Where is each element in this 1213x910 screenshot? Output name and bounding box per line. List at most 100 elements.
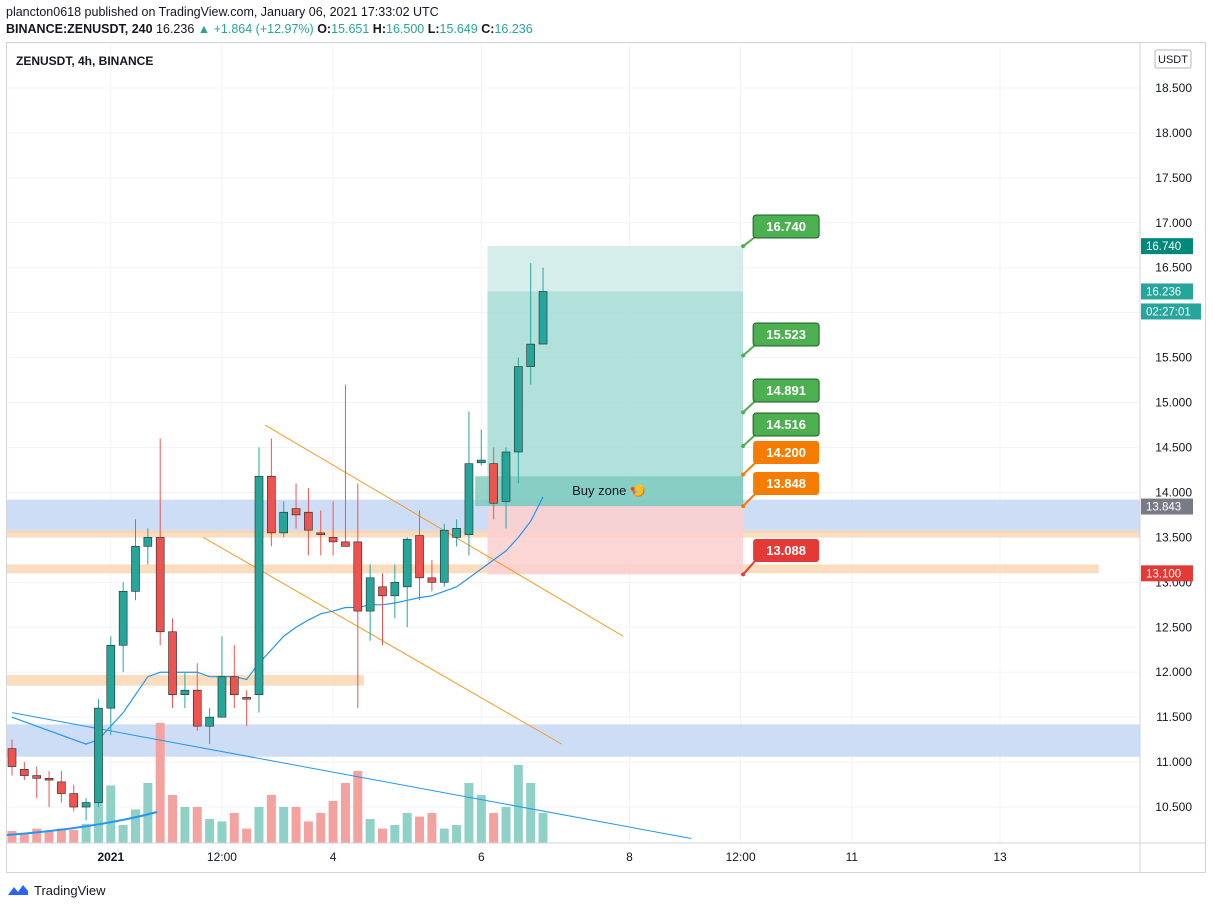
- candle-body: [254, 475, 264, 695]
- sr-zone: [7, 674, 364, 686]
- price-label-target: 14.516: [766, 417, 806, 432]
- buy-zone-box: [475, 476, 744, 507]
- price-badge: [1141, 238, 1193, 255]
- price-chart[interactable]: Buy zone 🍤 16.740 15.523 14.891 14.516 14.20…: [6, 42, 1205, 872]
- symbol-line: BINANCE:ZENUSDT, 240 16.236 ▲ +1.864 (+1…: [6, 21, 533, 38]
- candle-body: [94, 707, 103, 803]
- volume-bar: [291, 807, 301, 843]
- candle-body: [439, 529, 449, 583]
- label-anchor: [741, 244, 746, 249]
- buy-zone-label: Buy zone 🍤: [572, 483, 646, 498]
- x-tick-label: 13: [993, 850, 1007, 864]
- price-badge-text: 16.740: [1146, 241, 1181, 253]
- volume-bar: [229, 813, 239, 843]
- y-tick-label: 11.000: [1156, 755, 1192, 769]
- y-tick-label: 10.500: [1155, 800, 1192, 814]
- y-tick-label: 18.000: [1155, 126, 1192, 140]
- candle-body: [304, 511, 313, 531]
- candle-body: [514, 366, 523, 453]
- currency-badge[interactable]: USDT: [1158, 54, 1188, 66]
- price-label-target: 15.523: [766, 327, 806, 342]
- volume-bar: [489, 813, 499, 843]
- volume-bar: [217, 821, 227, 843]
- candle-body: [143, 537, 153, 547]
- volume-bar: [415, 816, 425, 843]
- price-label-box: [753, 539, 820, 562]
- price-label-entry: 13.848: [766, 476, 806, 491]
- y-tick-label: 17.500: [1155, 171, 1192, 185]
- change-arrow-icon: ▲: [197, 22, 211, 36]
- label-anchor: [741, 572, 746, 577]
- candle-body: [81, 802, 91, 808]
- candle-body: [415, 535, 424, 579]
- y-tick-label: 14.000: [1155, 485, 1192, 499]
- candle-body: [20, 768, 29, 776]
- volume-bar: [106, 785, 116, 843]
- y-tick-label: 16.500: [1155, 261, 1192, 275]
- volume-bar: [476, 795, 486, 843]
- price-badge-text: 13.100: [1146, 568, 1181, 580]
- y-tick-label: 17.000: [1155, 216, 1192, 230]
- y-tick-label: 18.500: [1155, 81, 1192, 95]
- price-label-box: [752, 378, 820, 403]
- volume-bar: [44, 831, 54, 843]
- volume-bar: [131, 809, 140, 843]
- price-label-box: [753, 441, 820, 464]
- sr-zone: [7, 724, 1140, 757]
- publisher-line: plancton0618 published on TradingView.co…: [6, 5, 439, 19]
- candle-body: [291, 508, 301, 516]
- candle-body: [427, 577, 437, 583]
- volume-bar: [242, 828, 252, 843]
- volume-bar: [452, 825, 462, 843]
- chart-frame[interactable]: Buy zone 🍤 16.740 15.523 14.891 14.516 14.20…: [6, 42, 1206, 873]
- target-area: [487, 246, 744, 507]
- candle-body: [242, 697, 251, 700]
- candle-body: [131, 546, 140, 592]
- price-label-box: [753, 472, 820, 495]
- volume-bar: [328, 801, 338, 843]
- volume-bar: [143, 783, 153, 843]
- price-label-target: 16.740: [766, 219, 806, 234]
- price-label-box: [752, 214, 820, 239]
- price-label-entry: 14.200: [766, 445, 806, 460]
- chart-header: plancton0618 published on TradingView.co…: [6, 4, 533, 38]
- label-leader: [742, 400, 756, 414]
- volume-bar: [501, 807, 511, 843]
- y-tick-label: 14.500: [1155, 440, 1192, 454]
- footer: TradingView: [6, 882, 106, 898]
- volume-bar: [464, 783, 474, 843]
- price-badge: [1141, 498, 1193, 515]
- volume-bar: [56, 828, 66, 843]
- label-leader: [742, 462, 756, 476]
- x-tick-label: 12:00: [207, 850, 237, 864]
- y-tick-label: 13.500: [1155, 530, 1192, 544]
- candle-body: [217, 676, 227, 718]
- volume-bar: [279, 807, 289, 843]
- candle-body: [390, 582, 400, 597]
- candle-body: [155, 537, 165, 633]
- candle-body: [378, 586, 387, 597]
- volume-bar: [378, 828, 387, 843]
- label-leader: [742, 493, 756, 507]
- footer-brand[interactable]: TradingView: [34, 882, 106, 898]
- candle-body: [501, 451, 511, 502]
- label-anchor: [741, 410, 746, 415]
- volume-bar: [205, 819, 215, 843]
- volume-bar: [155, 723, 165, 843]
- price-badge-text: 02:27:01: [1146, 306, 1191, 318]
- volume-bar: [168, 795, 178, 843]
- volume-bar: [390, 825, 400, 843]
- x-tick-label: 6: [478, 850, 485, 864]
- volume-bar: [266, 795, 276, 843]
- candle-body: [267, 475, 276, 534]
- close-label: C:: [481, 22, 495, 36]
- price-badge-text: 16.236: [1146, 286, 1181, 298]
- candle-body: [526, 343, 536, 367]
- low-value: 15.649: [439, 22, 478, 36]
- volume-bar: [316, 813, 326, 843]
- x-tick-label: 8: [626, 850, 633, 864]
- currency-badge-box[interactable]: [1154, 49, 1192, 69]
- candle-body: [57, 781, 66, 794]
- candle-body: [32, 775, 42, 779]
- volume-bar: [19, 833, 29, 843]
